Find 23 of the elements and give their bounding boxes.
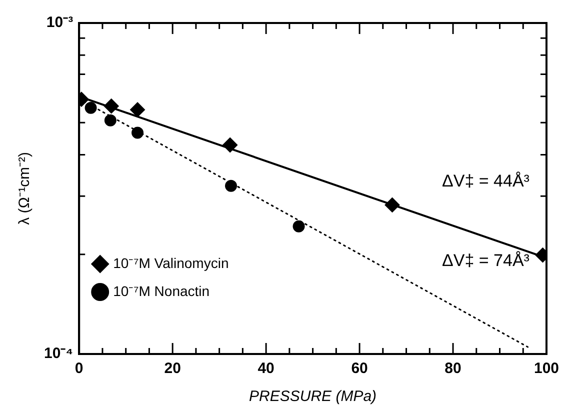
x-axis-title: PRESSURE (MPa) [249,388,377,406]
x-tick-label: 100 [534,360,559,378]
y-axis-title: λ (Ω⁻¹cm⁻²) [16,152,34,225]
point [104,114,116,126]
annotation: ΔV‡ = 74Å³ [442,251,530,270]
x-tick-label: 0 [74,360,84,378]
annotation: ΔV‡ = 44Å³ [442,172,530,191]
point [222,137,238,152]
x-tick-label: 40 [258,360,274,378]
x-tick-label: 20 [164,360,181,378]
point [225,180,238,192]
x-tick-label: 60 [351,360,368,378]
point [132,126,144,139]
point [84,102,97,114]
point [384,197,400,212]
legend-label: 10⁻⁷M Valinomycin [113,254,229,271]
y-tick-label: 10⁻⁴ [44,345,74,362]
point [130,102,146,118]
point [104,98,119,114]
point [292,220,305,232]
legend-label: 10⁻⁷M Nonactin [113,282,210,299]
y-tick-label: 10⁻³ [46,14,74,32]
x-tick-label: 80 [444,360,462,378]
